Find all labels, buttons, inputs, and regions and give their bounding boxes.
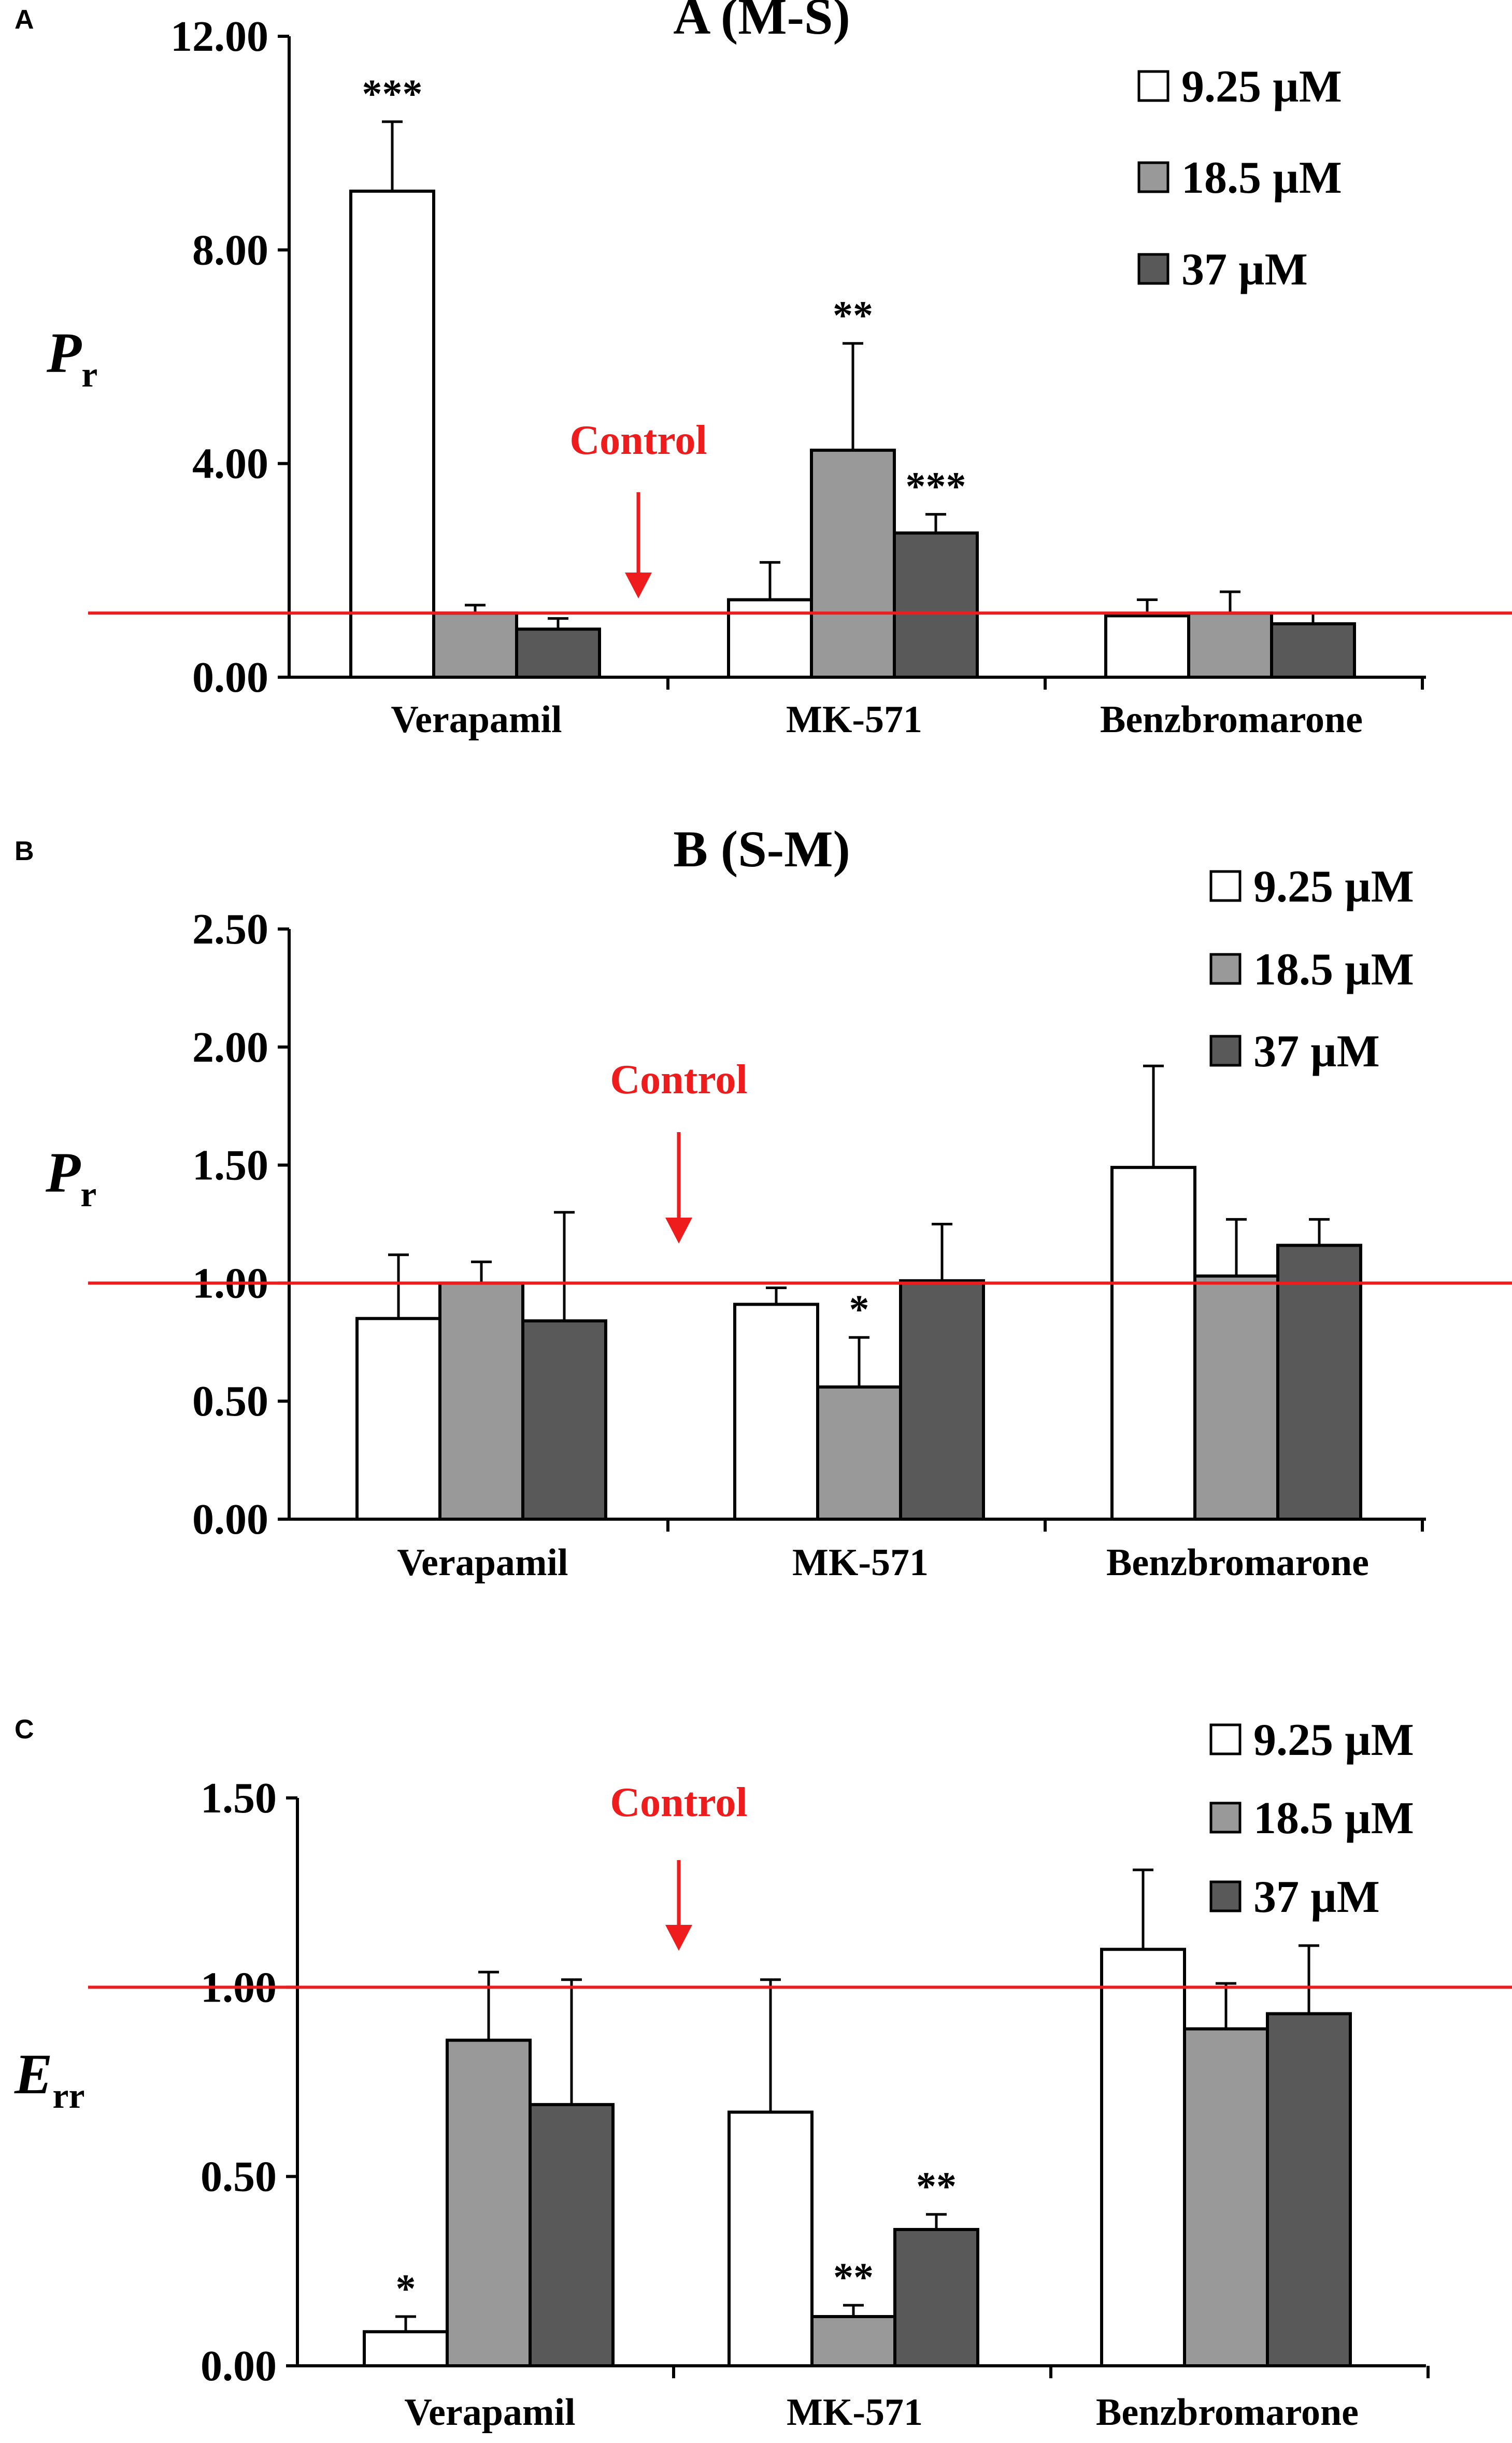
panel-label: A (15, 5, 34, 35)
panel-label: B (15, 836, 34, 866)
y-tick-label: 12.00 (170, 12, 268, 61)
y-tick-label: 0.50 (192, 1377, 268, 1425)
legend-label: 18.5 µM (1253, 1793, 1414, 1844)
legend-swatch (1209, 1880, 1242, 1912)
legend-swatch (1209, 870, 1242, 902)
x-tick-label: MK-571 (787, 2391, 923, 2434)
legend-swatch (1209, 1035, 1242, 1067)
bar (349, 189, 435, 679)
legend-swatch (1137, 70, 1169, 102)
bar (1270, 622, 1356, 679)
significance-label: * (396, 2266, 416, 2311)
y-tick-label: 4.00 (192, 440, 268, 488)
bar (355, 1317, 441, 1521)
significance-label: ** (833, 2254, 874, 2299)
bar (529, 2103, 615, 2368)
significance-label: *** (906, 464, 966, 509)
bar (810, 2315, 896, 2367)
bar (1183, 2027, 1269, 2368)
y-axis-label-subscript: rr (52, 2076, 84, 2116)
legend-label: 9.25 µM (1181, 62, 1342, 112)
bar (899, 1279, 985, 1521)
y-tick-label: 0.00 (192, 653, 268, 702)
bar (515, 627, 601, 679)
bar (363, 2330, 449, 2368)
legend-label: 37 µM (1253, 1872, 1380, 1922)
y-tick-label: 1.50 (201, 1774, 277, 1822)
y-tick-label: 2.50 (192, 905, 268, 953)
legend-swatch (1209, 953, 1242, 985)
y-axis-label-main: P (45, 1141, 81, 1204)
significance-label: *** (362, 71, 423, 116)
legend-label: 9.25 µM (1253, 862, 1414, 912)
x-tick-label: MK-571 (786, 698, 922, 741)
legend-label: 9.25 µM (1253, 1715, 1414, 1765)
bar (1266, 2012, 1352, 2367)
x-tick-label: Verapamil (397, 1541, 568, 1584)
bar (893, 2227, 979, 2367)
bar (1276, 1244, 1362, 1521)
x-tick-label: MK-571 (792, 1541, 929, 1584)
chart-title: A (M-S) (673, 0, 850, 45)
control-label: Control (610, 1780, 747, 1825)
control-arrow-head (665, 1218, 692, 1244)
y-axis-label-main: E (14, 2042, 52, 2106)
y-tick-label: 0.50 (201, 2153, 277, 2201)
x-tick-label: Benzbromarone (1106, 1541, 1369, 1584)
y-tick-label: 2.00 (192, 1023, 268, 1072)
chart-title: B (S-M) (673, 820, 850, 878)
y-axis-label-subscript: r (81, 355, 97, 395)
legend-swatch (1137, 161, 1169, 193)
y-axis-label: Err (14, 2042, 85, 2116)
bar (432, 611, 518, 679)
legend-swatch (1137, 253, 1169, 285)
y-tick-label: 0.00 (192, 1495, 268, 1544)
legend-label: 37 µM (1181, 245, 1308, 295)
legend-label: 18.5 µM (1253, 945, 1414, 995)
legend-swatch (1209, 1802, 1242, 1834)
control-label: Control (610, 1057, 747, 1103)
bar (1100, 1948, 1186, 2367)
y-tick-label: 8.00 (192, 226, 268, 274)
control-arrow-head (665, 1925, 692, 1951)
control-arrow-head (625, 573, 652, 598)
y-tick-label: 1.50 (192, 1141, 268, 1190)
bar (438, 1281, 524, 1521)
y-axis-label-subscript: r (80, 1175, 96, 1215)
bar (727, 598, 813, 679)
y-axis-label: Pr (45, 1141, 96, 1215)
significance-label: * (849, 1287, 869, 1332)
bar (733, 1303, 819, 1521)
y-axis-label-main: P (46, 321, 82, 384)
bar (893, 531, 979, 679)
bar (1193, 1274, 1279, 1521)
bar (521, 1319, 607, 1521)
legend-label: 18.5 µM (1181, 153, 1342, 203)
y-tick-label: 0.00 (201, 2342, 277, 2390)
significance-label: ** (916, 2164, 957, 2209)
bar (816, 1385, 902, 1521)
x-tick-label: Verapamil (391, 698, 562, 741)
significance-label: ** (833, 293, 873, 338)
x-tick-label: Verapamil (404, 2391, 575, 2434)
control-label: Control (569, 418, 707, 463)
legend-swatch (1209, 1723, 1242, 1755)
bar (810, 448, 896, 679)
legend-label: 37 µM (1253, 1026, 1380, 1077)
x-tick-label: Benzbromarone (1096, 2391, 1359, 2434)
bar (1187, 611, 1273, 679)
bar (1110, 1166, 1196, 1521)
bar (446, 2038, 532, 2368)
bar (1104, 614, 1190, 679)
x-tick-label: Benzbromarone (1100, 698, 1363, 741)
y-axis-label: Pr (46, 321, 97, 395)
bar (728, 2110, 814, 2368)
panel-label: C (15, 1715, 34, 1745)
